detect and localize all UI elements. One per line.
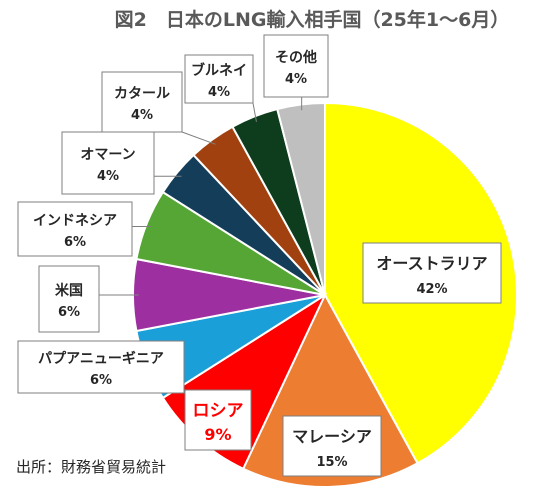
slice-label: 米国 [55,282,83,299]
data-label-box [362,242,502,304]
chart-title: 図2 日本のLNG輸入相手国（25年1～6月） [115,8,510,31]
slice-label: ブルネイ [191,62,247,79]
slice-label: パプアニューギニア [38,350,164,367]
data-label-box [17,201,133,257]
source-note: 出所：財務省貿易統計 [16,458,166,476]
leader-line [181,131,216,145]
slice-9 [276,101,326,296]
slice-value-label: 4% [208,85,230,100]
slice-value-label: 9% [204,425,231,444]
slice-value-label: 6% [58,305,80,320]
slice-labels: オーストラリア 42% マレーシア 15% ロシア 9% パプアニューギニア 6% 米国 6% イン… [17,34,502,477]
data-label-box [263,34,329,98]
slice-value-label: 4% [131,108,153,123]
slice-label: インドネシア [33,213,117,229]
data-label-box [282,415,382,477]
slice-value-label: 6% [64,235,86,250]
data-label-box [184,54,254,104]
slice-label: オマーン [80,147,135,163]
slice-label: カタール [114,86,170,102]
slice-label: ロシア [193,401,244,421]
slice-label: マレーシア [292,427,372,446]
data-label-box [38,265,100,333]
data-label-box [184,389,252,451]
data-label-box [61,131,155,195]
leader-lines [99,97,303,296]
slice-label: オーストラリア [376,254,487,273]
data-label-box [101,71,183,133]
slice-value-label: 4% [285,72,307,87]
slice-label: その他 [275,49,317,66]
data-label-box [17,340,185,394]
slice-value-label: 15% [316,455,347,470]
slice-value-label: 4% [97,169,119,184]
slice-value-label: 6% [90,373,112,388]
slice-value-label: 42% [416,282,447,297]
leader-line [252,102,257,122]
